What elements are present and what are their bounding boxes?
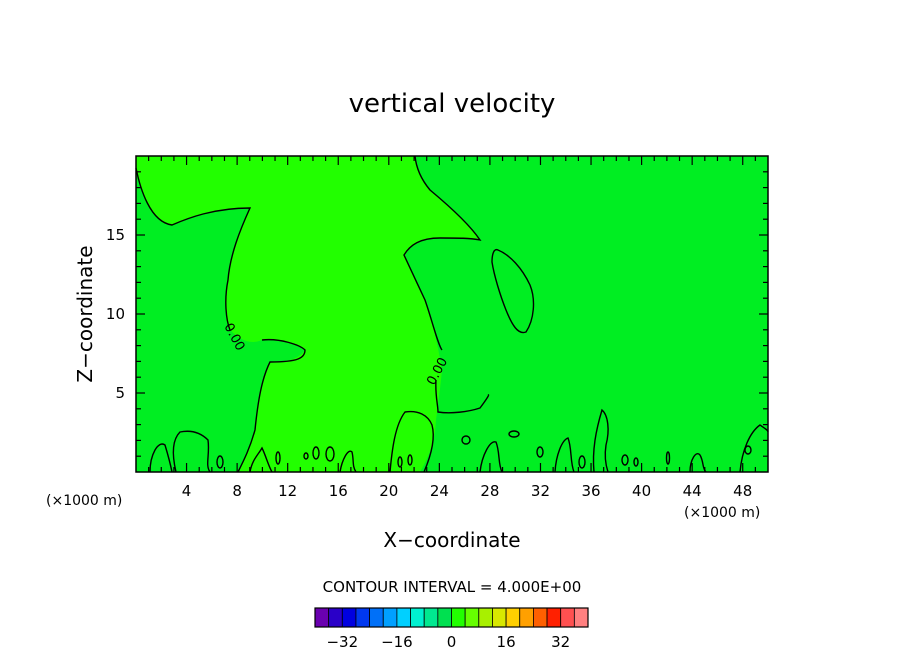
colorbar-swatch [533, 607, 548, 628]
contour-line [339, 450, 357, 473]
colorbar-swatch [382, 607, 398, 628]
colorbar-swatch [423, 607, 439, 628]
colorbar-frame [314, 607, 589, 628]
contour-line [435, 379, 490, 414]
contour-closed [312, 446, 320, 460]
contour-line [491, 248, 535, 334]
contour-closed [407, 454, 413, 466]
x-axis-label: X−coordinate [383, 528, 520, 552]
contour-closed [633, 457, 639, 467]
x-tick-label: 24 [430, 482, 449, 500]
contour-line [237, 338, 306, 473]
colorbar-swatch [410, 607, 425, 628]
contour-closed [303, 452, 309, 460]
x-tick-label: 48 [733, 482, 752, 500]
contour-closed [325, 446, 335, 462]
colorbar [314, 607, 589, 628]
colorbar-swatch [451, 607, 466, 628]
colorbar-swatch [546, 607, 562, 628]
colorbar-swatch [341, 607, 357, 628]
y-axis-label: Z−coordinate [73, 245, 97, 382]
contour-line [389, 410, 434, 473]
x-tick-label: 16 [329, 482, 348, 500]
contour-closed [461, 435, 471, 445]
contour-line [592, 408, 609, 473]
colorbar-swatch [505, 607, 521, 628]
x-tick-label: 20 [379, 482, 398, 500]
colorbar-swatch [519, 607, 534, 628]
axis-ticks [136, 156, 768, 472]
colorbar-swatch [464, 607, 480, 628]
x-tick-label: 8 [232, 482, 242, 500]
x-tick-label: 40 [632, 482, 651, 500]
contour-line [554, 437, 575, 473]
contour-line [172, 430, 211, 473]
x-tick-label: 32 [531, 482, 550, 500]
colorbar-swatch [478, 607, 493, 628]
x-tick-label: 28 [480, 482, 499, 500]
x-tick-label: 4 [182, 482, 192, 500]
contour-line [249, 446, 273, 473]
colorbar-tick-labels: −32 −16 0 16 32 [326, 633, 570, 651]
x-tick-label: 12 [278, 482, 297, 500]
colorbar-swatch [492, 607, 507, 628]
contour-closed [275, 451, 281, 465]
chart-title: vertical velocity [349, 89, 556, 119]
contour-line [403, 155, 482, 351]
colorbar-swatch [396, 607, 411, 628]
contour-line [739, 424, 769, 473]
x-tick-labels: 4 8 12 16 20 24 28 32 36 40 44 48 [182, 482, 752, 500]
plot-area: 0.00 0.00 [135, 155, 769, 473]
contour-closed [665, 451, 671, 465]
colorbar-swatch [314, 607, 330, 628]
colorbar-tick-label: −16 [381, 633, 413, 651]
y-tick-label: 15 [106, 226, 125, 244]
contour-line [689, 453, 707, 473]
colorbar-swatch [560, 607, 575, 628]
colorbar-tick-label: −32 [326, 633, 358, 651]
contour-closed [216, 455, 224, 469]
y-tick-label: 10 [106, 305, 125, 323]
colorbar-swatch [437, 607, 452, 628]
colorbar-tick-label: 0 [447, 633, 457, 651]
contour-closed [397, 456, 403, 468]
contour-line [479, 441, 503, 473]
colorbar-swatch [355, 607, 371, 628]
contour-interval-label: CONTOUR INTERVAL = 4.000E+00 [323, 578, 582, 596]
contour-closed [578, 455, 586, 469]
x-tick-label: 44 [683, 482, 702, 500]
y-tick-label: 5 [115, 384, 125, 402]
x-unit-right: (×1000 m) [684, 505, 760, 521]
contour-closed [621, 454, 629, 466]
colorbar-swatch [328, 607, 343, 628]
contour-closed [508, 430, 520, 438]
y-tick-labels: 5 10 15 [106, 226, 125, 402]
positive-velocity-region [136, 156, 480, 472]
contour-lines [135, 155, 769, 473]
contour-line [149, 443, 173, 473]
colorbar-swatch [573, 607, 589, 628]
colorbar-tick-label: 32 [551, 633, 570, 651]
x-unit-left: (×1000 m) [46, 493, 122, 509]
x-tick-label: 36 [581, 482, 600, 500]
contour-line [135, 167, 252, 331]
contour-closed [536, 446, 544, 458]
contour-closed [744, 445, 752, 455]
colorbar-tick-label: 16 [497, 633, 516, 651]
colorbar-swatch [369, 607, 384, 628]
